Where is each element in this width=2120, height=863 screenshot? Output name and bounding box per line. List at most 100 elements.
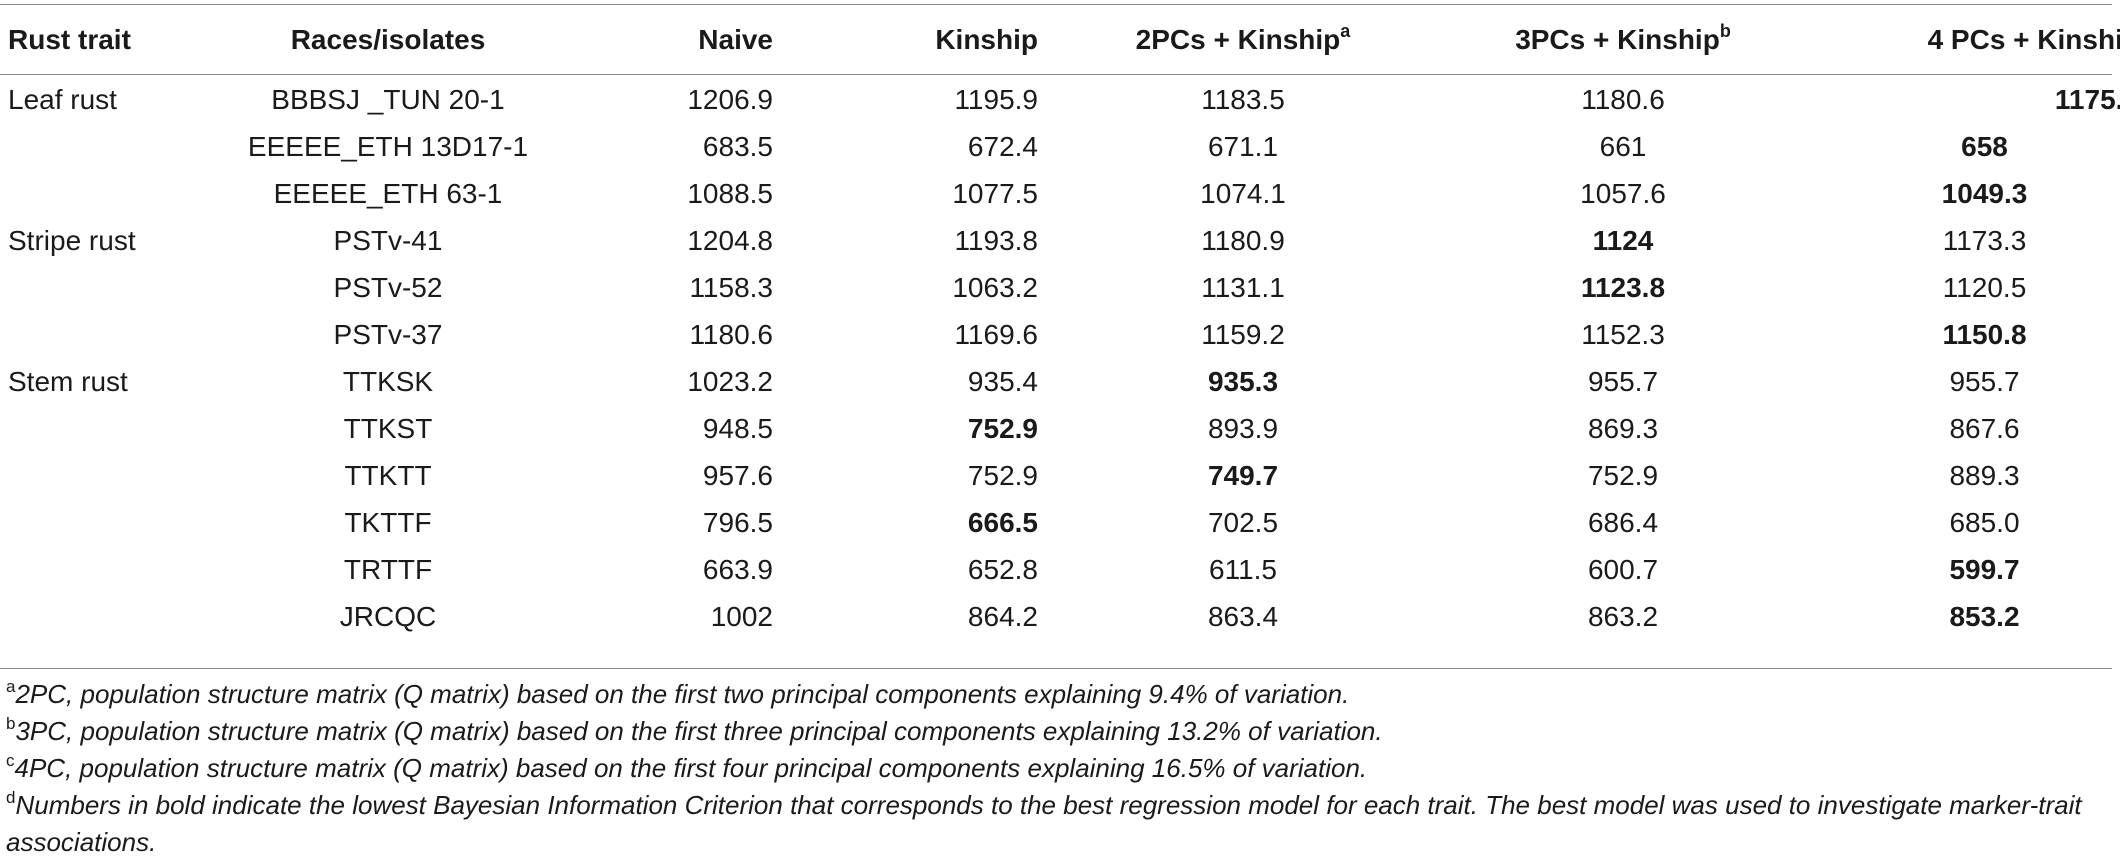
footnote-mark: d	[6, 788, 16, 807]
cell-rust-trait	[0, 311, 238, 358]
header-row: Rust trait Races/isolates Naive Kinship …	[0, 5, 2120, 74]
cell-race: BBBSJ _TUN 20-1	[271, 83, 505, 115]
cell-2pcs: 1131.1	[1201, 271, 1285, 303]
cell-naive: 1206.9	[687, 83, 773, 115]
cell-rust-trait	[0, 452, 238, 499]
cell-naive: 948.5	[702, 412, 773, 444]
footnote-c: c4PC, population structure matrix (Q mat…	[6, 750, 2114, 787]
cell-kinship: 1195.9	[954, 83, 1038, 115]
cell-rust-trait	[0, 499, 238, 546]
cell-race: PSTv-52	[333, 271, 443, 303]
cell-race: TKTTF	[344, 506, 432, 538]
header-4pcs-kinship: 4 PCs + Kinshipc	[1813, 5, 2120, 74]
cell-3pcs: 1123.8	[1580, 271, 1666, 303]
cell-3pcs: 1057.6	[1580, 177, 1666, 209]
cell-2pcs: 1180.9	[1201, 224, 1285, 256]
cell-kinship: 666.5	[967, 506, 1038, 538]
footnote-text: 2PC, population structure matrix (Q matr…	[15, 679, 1350, 709]
cell-race: TTKST	[343, 412, 433, 444]
cell-4pcs-value: 1175.6	[2054, 83, 2120, 115]
cell-2pcs: 1159.2	[1201, 318, 1285, 350]
cell-3pcs: 863.2	[1587, 600, 1659, 632]
cell-kinship: 935.4	[967, 365, 1038, 397]
header-rule	[0, 74, 2112, 75]
header-2pcs-label: 2PCs + Kinship	[1135, 23, 1341, 55]
cell-naive: 683.5	[702, 130, 773, 162]
cell-2pcs: 863.4	[1207, 600, 1279, 632]
footnote-mark: b	[1719, 20, 1731, 41]
table-row: TTKST 948.5 752.9 893.9 869.3 867.6	[0, 405, 2120, 452]
cell-kinship: 1063.2	[952, 271, 1038, 303]
footnote-text: 3PC, population structure matrix (Q matr…	[15, 716, 1383, 746]
header-kinship: Kinship	[935, 23, 1038, 55]
table-row: EEEEE_ETH 63-1 1088.5 1077.5 1074.1 1057…	[0, 170, 2120, 217]
cell-race: EEEEE_ETH 63-1	[273, 177, 503, 209]
cell-2pcs: 611.5	[1209, 553, 1277, 585]
header-2pcs-kinship: 2PCs + Kinshipa	[1053, 5, 1433, 74]
cell-naive: 663.9	[702, 553, 773, 585]
cell-kinship: 1193.8	[954, 224, 1038, 256]
cell-naive: 1088.5	[687, 177, 773, 209]
header-3pcs-label: 3PCs + Kinship	[1515, 23, 1720, 55]
cell-3pcs: 1180.6	[1581, 83, 1665, 115]
footnote-mark: a	[1340, 20, 1351, 41]
bottom-rule	[0, 668, 2112, 669]
cell-4pcs: 955.7	[1949, 365, 2020, 397]
table-row: TTKTT 957.6 752.9 749.7 752.9 889.3	[0, 452, 2120, 499]
table-row: PSTv-37 1180.6 1169.6 1159.2 1152.3 1150…	[0, 311, 2120, 358]
header-naive: Naive	[698, 23, 773, 55]
cell-rust-trait	[0, 405, 238, 452]
cell-2pcs: 702.5	[1207, 506, 1279, 538]
cell-rust-trait: Stem rust	[8, 365, 128, 397]
cell-naive: 1023.2	[687, 365, 773, 397]
table-row: PSTv-52 1158.3 1063.2 1131.1 1123.8 1120…	[0, 264, 2120, 311]
cell-2pcs: 1074.1	[1200, 177, 1286, 209]
footnote-a: a2PC, population structure matrix (Q mat…	[6, 676, 2114, 713]
cell-4pcs: 658	[1961, 130, 2008, 162]
cell-naive: 957.6	[702, 459, 773, 491]
cell-3pcs: 1124	[1592, 224, 1654, 256]
cell-2pcs: 749.7	[1207, 459, 1279, 491]
cell-3pcs: 869.3	[1587, 412, 1659, 444]
cell-kinship: 864.2	[967, 600, 1038, 632]
cell-3pcs: 1152.3	[1581, 318, 1665, 350]
cell-kinship: 1077.5	[952, 177, 1038, 209]
cell-4pcs: 1150.8	[1942, 318, 2027, 350]
cell-naive: 796.5	[702, 506, 773, 538]
table-row: TRTTF 663.9 652.8 611.5 600.7 599.7	[0, 546, 2120, 593]
cell-race: JRCQC	[339, 600, 437, 632]
header-races: Races/isolates	[290, 23, 486, 55]
cell-rust-trait	[0, 123, 238, 170]
top-rule	[0, 4, 2112, 5]
table-row: Stripe rust PSTv-41 1204.8 1193.8 1180.9…	[0, 217, 2120, 264]
footnote-text: Numbers in bold indicate the lowest Baye…	[6, 790, 2082, 857]
cell-kinship: 652.8	[967, 553, 1038, 585]
cell-naive: 1204.8	[687, 224, 773, 256]
table-row: Stem rust TTKSK 1023.2 935.4 935.3 955.7…	[0, 358, 2120, 405]
footnote-mark: c	[6, 751, 15, 770]
table-row: JRCQC 1002 864.2 863.4 863.2 853.2	[0, 593, 2120, 640]
cell-naive: 1002	[710, 600, 773, 632]
footnote-text: 4PC, population structure matrix (Q matr…	[14, 753, 1368, 783]
cell-4pcs: 1175.6d	[1813, 74, 2120, 123]
cell-4pcs: 853.2	[1949, 600, 2020, 632]
cell-race: PSTv-41	[333, 224, 443, 256]
cell-naive: 1158.3	[689, 271, 773, 303]
cell-3pcs: 600.7	[1587, 553, 1659, 585]
footnote-mark: a	[6, 677, 16, 696]
footnote-b: b3PC, population structure matrix (Q mat…	[6, 713, 2114, 750]
cell-race: EEEEE_ETH 13D17-1	[247, 130, 529, 162]
cell-3pcs: 661	[1599, 130, 1647, 162]
cell-race: TTKSK	[342, 365, 434, 397]
table-row: TKTTF 796.5 666.5 702.5 686.4 685.0	[0, 499, 2120, 546]
cell-4pcs: 599.7	[1949, 553, 2020, 585]
cell-kinship: 752.9	[967, 412, 1038, 444]
footnotes: a2PC, population structure matrix (Q mat…	[6, 676, 2114, 861]
header-3pcs-kinship: 3PCs + Kinshipb	[1433, 5, 1813, 74]
cell-kinship: 752.9	[967, 459, 1038, 491]
cell-kinship: 1169.6	[954, 318, 1038, 350]
cell-rust-trait	[0, 264, 238, 311]
cell-rust-trait: Leaf rust	[8, 83, 117, 115]
table-row: Leaf rust BBBSJ _TUN 20-1 1206.9 1195.9 …	[0, 74, 2120, 123]
